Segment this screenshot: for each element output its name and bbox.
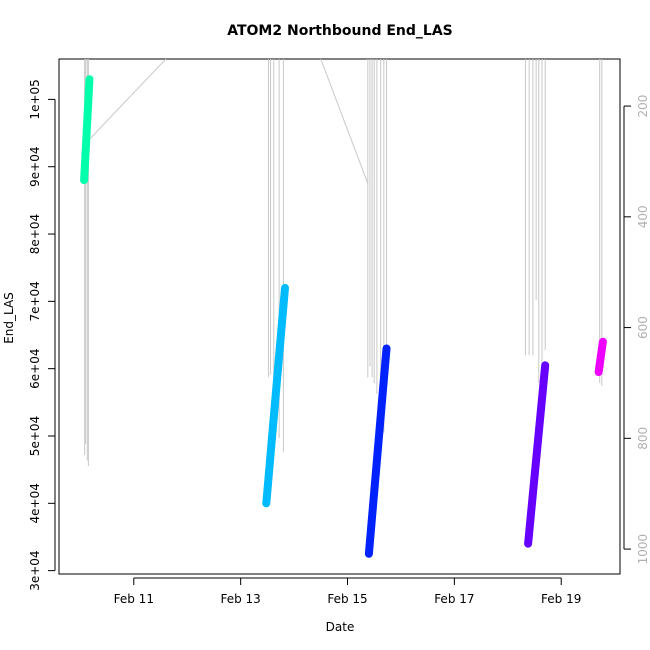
series-1-points [80, 75, 94, 185]
series-layer [80, 75, 607, 558]
y2-tick-label: 400 [636, 205, 650, 228]
x-tick-label: Feb 13 [220, 592, 260, 606]
axes-layer: Feb 11 Feb 13 Feb 15 Feb 17 Feb 19 3e+04 4e+04… [28, 79, 650, 606]
x-axis-label: Date [326, 620, 355, 634]
chart-title: ATOM2 Northbound End_LAS [227, 23, 453, 39]
gray-connector [320, 58, 369, 184]
y-tick-label: 1e+05 [28, 79, 42, 119]
series-3-points [364, 344, 391, 558]
y2-tick-label: 600 [636, 316, 650, 339]
x-tick-label: Feb 19 [541, 592, 581, 606]
series-4-points [524, 361, 550, 548]
y-tick-label: 5e+04 [28, 416, 42, 456]
y-tick-label: 9e+04 [28, 147, 42, 187]
gray-series-layer [84, 58, 603, 467]
plot-box [58, 58, 621, 575]
x-tick-label: Feb 17 [434, 592, 474, 606]
y-axis-label: End_LAS [2, 292, 16, 344]
y-tick-label: 7e+04 [28, 281, 42, 321]
y-tick-label: 8e+04 [28, 214, 42, 254]
y-tick-label: 6e+04 [28, 349, 42, 389]
series-5-points [594, 337, 607, 377]
y2-tick-label: 200 [636, 95, 650, 118]
gray-connector [89, 58, 167, 140]
y2-tick-label: 800 [636, 427, 650, 450]
series-2-points [262, 283, 290, 508]
y2-tick-label: 1000 [636, 534, 650, 565]
x-tick-label: Feb 15 [327, 592, 367, 606]
y-tick-label: 3e+04 [28, 550, 42, 590]
x-tick-label: Feb 11 [114, 592, 154, 606]
y-tick-label: 4e+04 [28, 483, 42, 523]
